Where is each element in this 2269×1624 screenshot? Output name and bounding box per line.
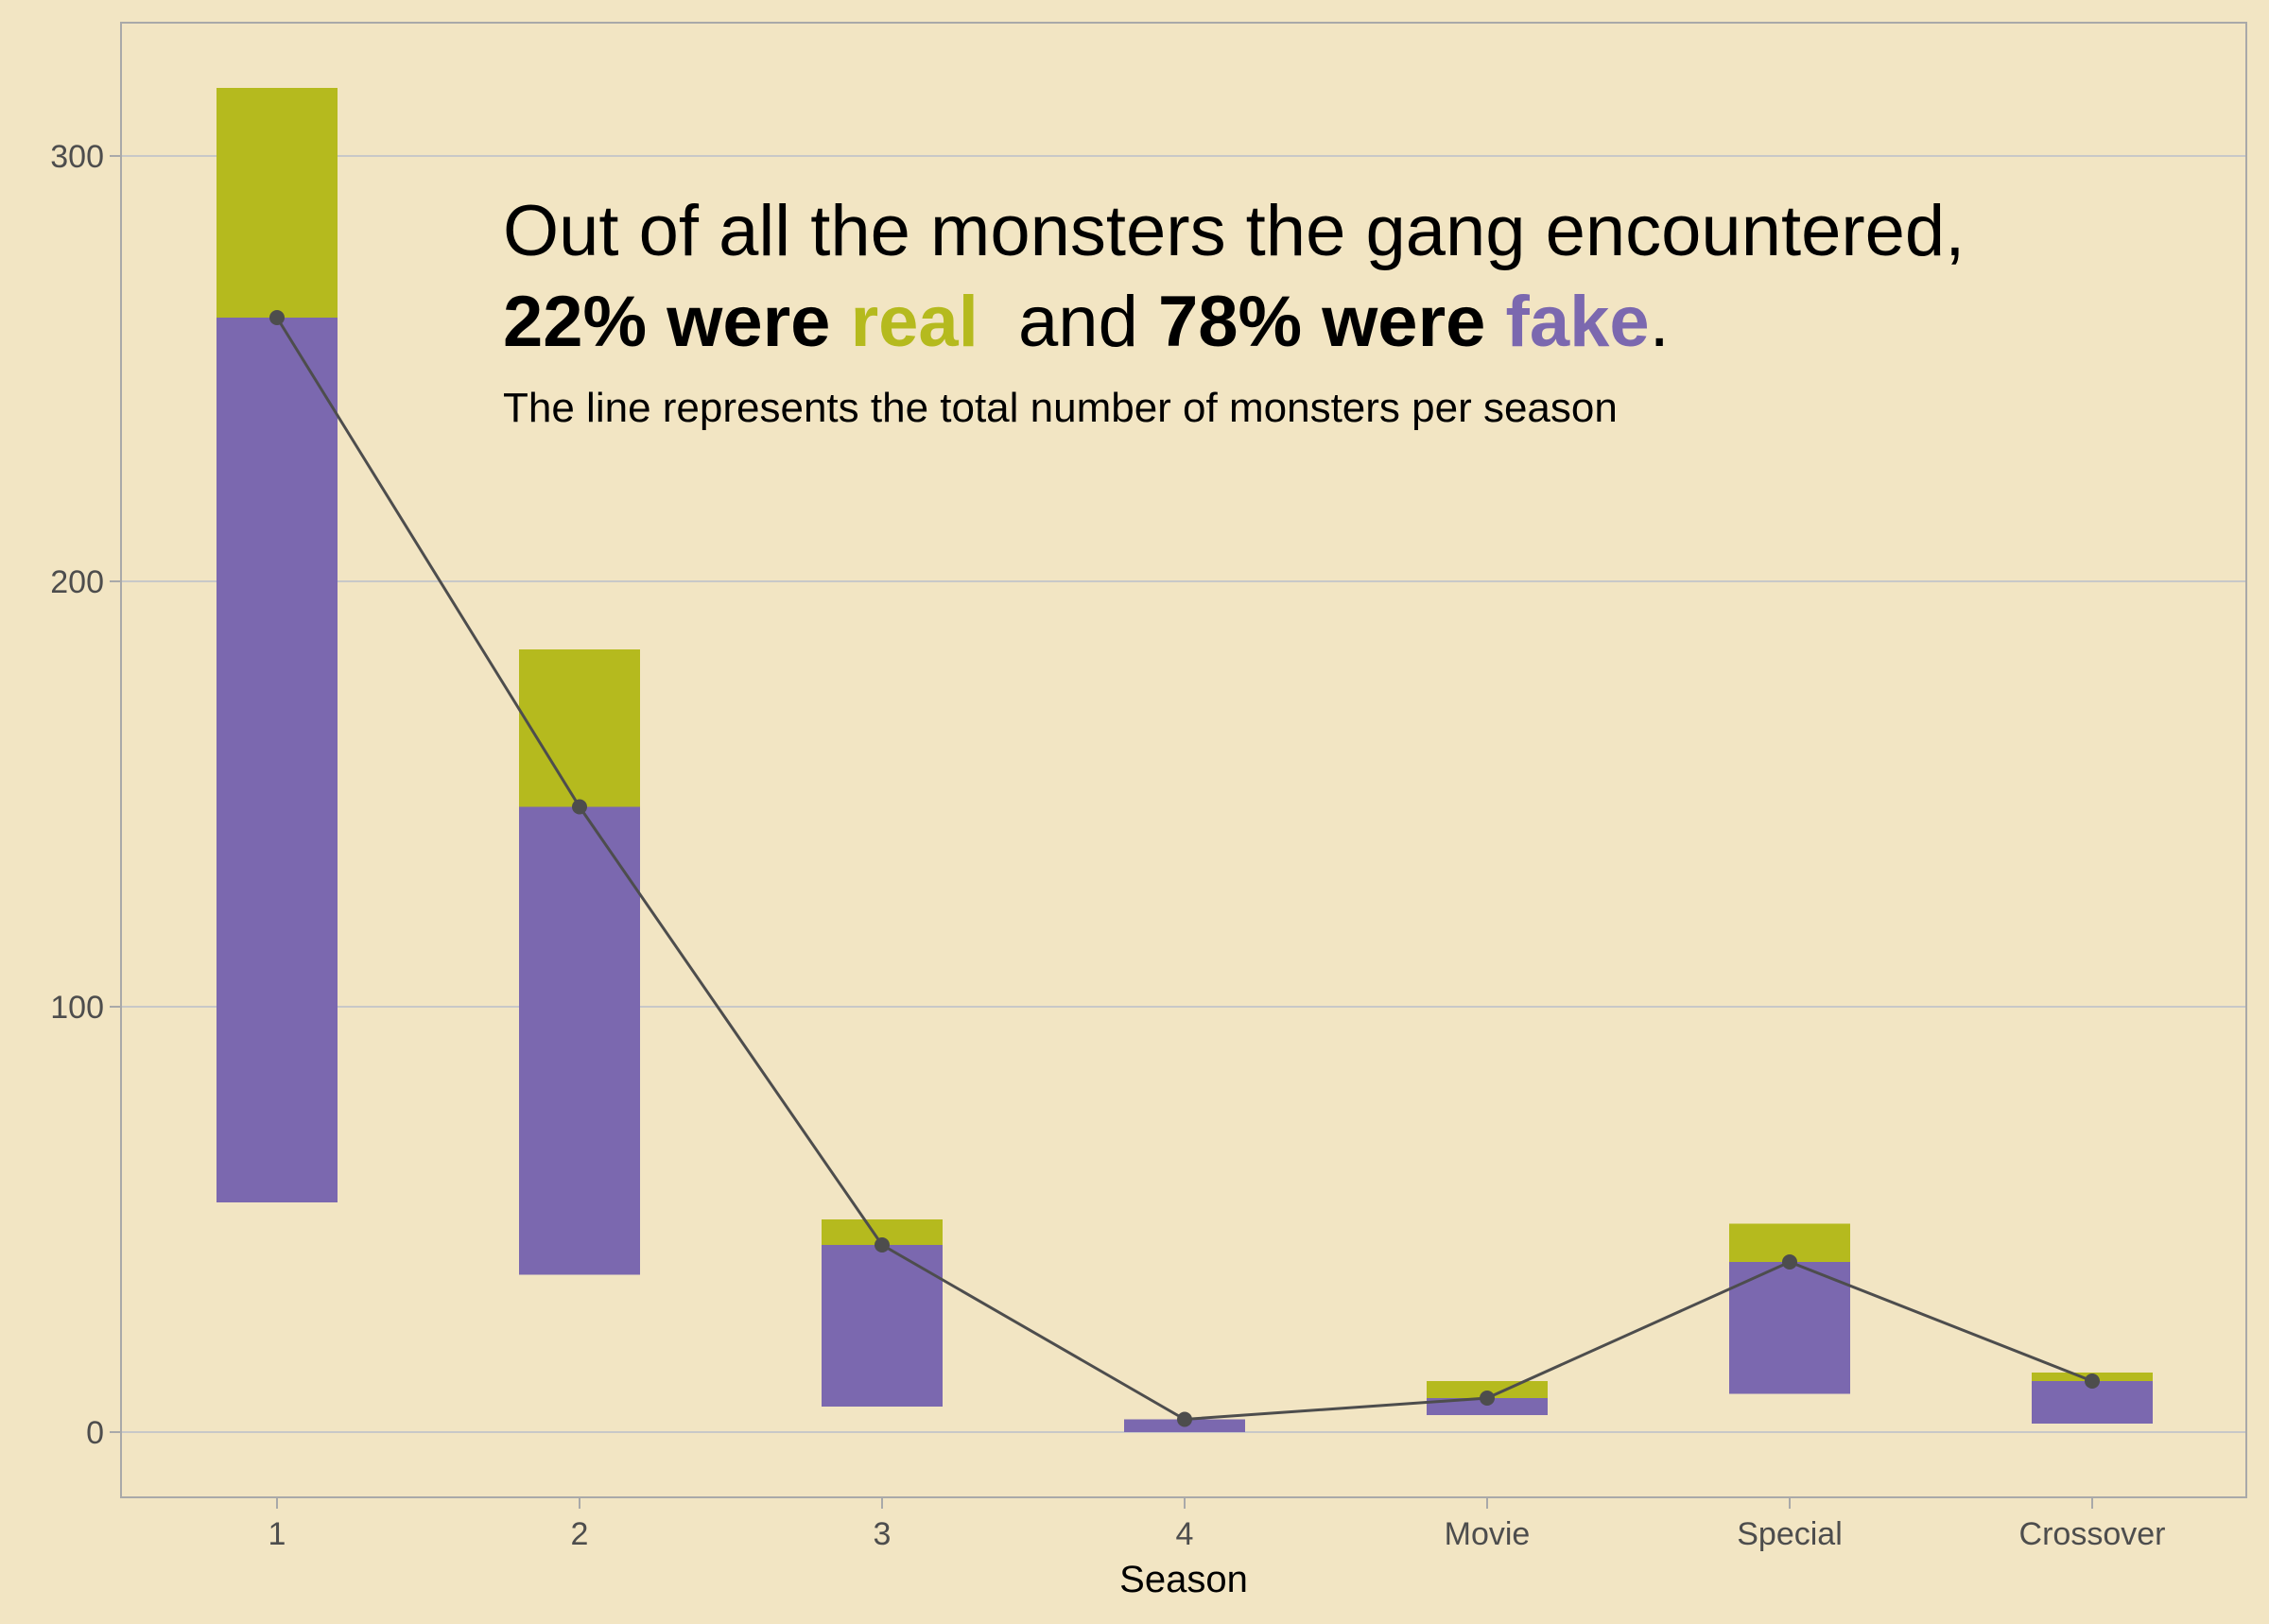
bar-real — [519, 649, 640, 807]
y-tick-label: 200 — [50, 564, 104, 600]
y-tick-label: 300 — [50, 139, 104, 175]
total-line-point — [572, 799, 587, 815]
y-tick-label: 100 — [50, 990, 104, 1026]
total-line-point — [1782, 1254, 1797, 1270]
total-line-point — [1177, 1411, 1192, 1427]
x-tick-label: 2 — [571, 1516, 589, 1552]
annotation-subtitle: The line represents the total number of … — [503, 385, 1618, 431]
bar-real — [217, 88, 338, 318]
bar-fake — [1427, 1398, 1548, 1415]
x-tick-label: 4 — [1176, 1516, 1194, 1552]
x-axis: 1 2 3 4 Movie Special Crossover — [268, 1497, 2166, 1552]
bar-fake — [519, 806, 640, 1275]
x-tick-label: 3 — [874, 1516, 892, 1552]
bars — [217, 88, 2153, 1432]
annotation-real-word: real — [851, 282, 979, 362]
x-axis-title: Season — [1119, 1559, 1248, 1600]
x-tick-label: Movie — [1445, 1516, 1531, 1552]
annotation-fake-pct: 78% were — [1158, 282, 1506, 362]
bar-fake — [217, 318, 338, 1202]
annotation: Out of all the monsters the gang encount… — [503, 191, 1965, 431]
annotation-and: and — [979, 282, 1158, 362]
total-line-point — [875, 1237, 890, 1253]
annotation-real-pct: 22% were — [503, 282, 851, 362]
annotation-line1: Out of all the monsters the gang encount… — [503, 191, 1965, 271]
bar-fake — [1729, 1262, 1850, 1394]
x-tick-label: 1 — [268, 1516, 286, 1552]
total-line-point — [269, 310, 285, 325]
y-axis: 0 100 200 300 — [50, 139, 121, 1451]
annotation-period: . — [1650, 282, 1670, 362]
annotation-fake-word: fake — [1506, 282, 1650, 362]
bar-fake — [822, 1245, 943, 1407]
x-tick-label: Special — [1737, 1516, 1843, 1552]
annotation-line2: 22% were real and 78% were fake. — [503, 282, 1670, 362]
grid-lines — [121, 155, 2246, 1433]
y-tick-label: 0 — [86, 1415, 104, 1451]
x-tick-label: Crossover — [2019, 1516, 2166, 1552]
total-line-point — [1480, 1391, 1495, 1406]
total-line — [269, 310, 2100, 1427]
total-line-point — [2085, 1373, 2100, 1389]
